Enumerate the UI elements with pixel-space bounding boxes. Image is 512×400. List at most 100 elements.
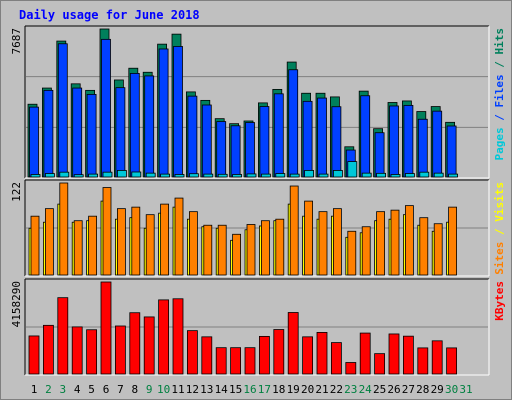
legend-visits: Visits — [493, 182, 506, 222]
x-tick-label: 25 — [373, 383, 386, 396]
visits-bar — [246, 224, 256, 276]
visits-bar — [419, 217, 429, 276]
files-bar — [129, 73, 140, 178]
pages-bar — [289, 173, 300, 178]
files-bar — [173, 46, 183, 178]
x-tick-label: 23 — [344, 383, 357, 396]
visits-bar — [102, 187, 112, 276]
legend-separator: / — [493, 222, 506, 242]
kbytes-bar — [100, 281, 112, 375]
visits-bar — [59, 182, 69, 276]
pages-bar — [260, 173, 271, 178]
pages-bar — [73, 174, 84, 178]
visits-bar — [318, 211, 328, 276]
kbytes-bar — [43, 324, 54, 375]
kbytes-bar — [115, 325, 126, 375]
x-tick-label: 9 — [146, 383, 153, 396]
kbytes-bar — [86, 329, 97, 375]
kbytes-bar — [129, 312, 141, 375]
pages-bar — [448, 173, 459, 178]
x-tick-label: 24 — [359, 383, 373, 396]
visits-bar — [289, 185, 299, 276]
kbytes-bar — [158, 299, 170, 375]
pages-bar — [160, 173, 171, 178]
kbytes-bar — [388, 333, 400, 375]
files-bar — [403, 104, 414, 178]
files-bar — [389, 105, 399, 178]
kbytes-bar — [330, 342, 342, 375]
files-bar — [417, 118, 428, 178]
x-tick-label: 11 — [171, 383, 184, 396]
visits-bar — [390, 209, 400, 276]
files-bar — [432, 110, 443, 178]
files-bar — [288, 69, 299, 178]
files-bar — [273, 93, 284, 178]
x-tick-label: 13 — [200, 383, 213, 396]
x-tick-label: 19 — [287, 383, 300, 396]
pages-bar — [433, 172, 444, 178]
pages-bar — [419, 171, 430, 178]
files-bar — [115, 87, 126, 178]
kbytes-bar — [374, 353, 386, 375]
files-bar — [57, 43, 68, 178]
pages-bar — [347, 161, 358, 178]
visits-bar — [448, 206, 458, 276]
pages-bar — [188, 173, 199, 178]
visits-legend: Sites / Visits — [493, 182, 506, 275]
visits-bar — [30, 215, 40, 276]
x-tick-label: 27 — [402, 383, 415, 396]
visits-bar — [160, 203, 170, 276]
visits-bar — [73, 220, 83, 276]
kbytes-bar — [273, 329, 285, 375]
files-bar — [259, 106, 270, 178]
pages-bar — [376, 172, 387, 178]
kbytes-bar — [446, 347, 458, 375]
visits-bar — [275, 218, 285, 276]
kbytes-bar — [431, 340, 443, 375]
x-tick-label: 29 — [431, 383, 444, 396]
visits-bar — [131, 206, 141, 276]
x-tick-label: 5 — [88, 383, 95, 396]
legend-separator: / — [493, 55, 506, 75]
pages-bar — [203, 173, 214, 178]
kbytes-bar — [57, 297, 69, 375]
x-tick-label: 2 — [45, 383, 52, 396]
legend-pages: Pages — [493, 127, 506, 160]
x-tick-label: 3 — [59, 383, 66, 396]
kbytes-bar — [345, 362, 357, 375]
files-bar — [360, 95, 371, 178]
pages-bar — [102, 171, 113, 178]
legend-kbytes: KBytes — [493, 281, 506, 321]
x-tick-label: 31 — [459, 383, 472, 396]
visits-bar — [304, 200, 314, 276]
kbytes-bar — [201, 336, 213, 375]
pages-bar — [246, 173, 257, 178]
kbytes-bar — [71, 326, 83, 375]
files-bar — [86, 94, 97, 178]
files-bar — [101, 38, 111, 178]
legend-sites: Sites — [493, 242, 506, 275]
x-tick-label: 15 — [229, 383, 242, 396]
kbytes-bar — [359, 332, 371, 375]
pages-bar — [59, 171, 70, 178]
kbytes-bar — [230, 347, 242, 375]
x-tick-label: 17 — [258, 383, 271, 396]
hits-legend: Pages / Files / Hits — [493, 28, 506, 161]
kbytes-max-label: 4158290 — [10, 281, 23, 327]
visits-bar — [332, 208, 342, 276]
x-tick-label: 14 — [215, 383, 229, 396]
x-tick-label: 16 — [243, 383, 256, 396]
legend-separator: / — [493, 108, 506, 128]
kbytes-legend: KBytes — [493, 281, 506, 321]
files-bar — [331, 106, 342, 178]
x-tick-label: 28 — [416, 383, 429, 396]
files-bar — [374, 132, 385, 178]
pages-bar — [232, 174, 243, 178]
x-tick-label: 26 — [387, 383, 400, 396]
pages-bar — [332, 170, 343, 178]
kbytes-bar — [287, 312, 299, 375]
visits-bar — [45, 208, 54, 276]
visits-bar — [404, 205, 414, 276]
pages-bar — [131, 171, 142, 178]
